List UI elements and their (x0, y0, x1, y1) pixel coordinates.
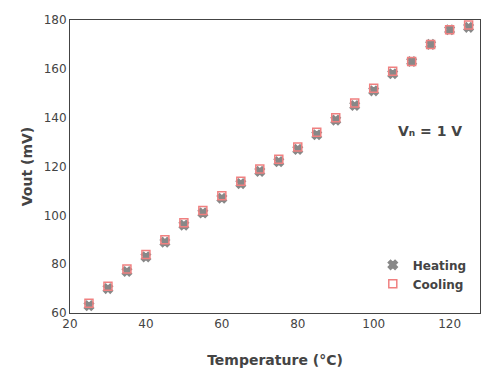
svg-text:40: 40 (138, 317, 153, 331)
svg-text:180: 180 (44, 13, 67, 27)
svg-text:100: 100 (362, 317, 385, 331)
svg-text:Vₙ = 1 V: Vₙ = 1 V (398, 123, 462, 139)
svg-text:140: 140 (44, 111, 67, 125)
svg-text:Vout (mV): Vout (mV) (19, 127, 35, 206)
svg-text:80: 80 (290, 317, 305, 331)
svg-text:120: 120 (438, 317, 461, 331)
svg-text:Cooling: Cooling (413, 278, 464, 292)
svg-text:160: 160 (44, 62, 67, 76)
svg-text:120: 120 (44, 160, 67, 174)
svg-text:Temperature (°C): Temperature (°C) (207, 352, 343, 368)
svg-text:80: 80 (51, 257, 66, 271)
svg-text:Heating: Heating (413, 259, 466, 273)
svg-text:100: 100 (44, 209, 67, 223)
svg-text:60: 60 (214, 317, 229, 331)
svg-text:60: 60 (51, 306, 66, 320)
svg-text:20: 20 (62, 317, 77, 331)
